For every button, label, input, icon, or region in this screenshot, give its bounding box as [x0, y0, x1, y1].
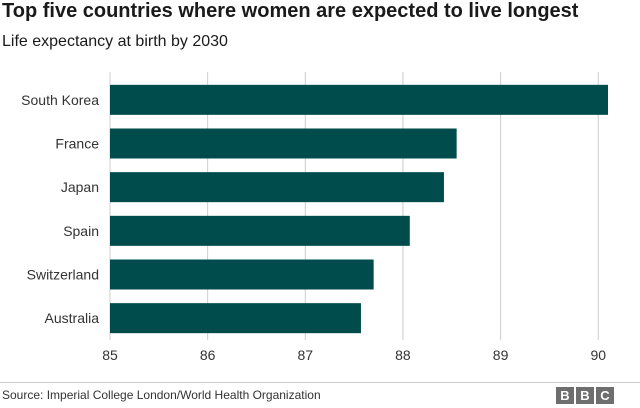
bar-switzerland: [110, 259, 374, 290]
bar-australia: [110, 303, 361, 334]
bar-spain: [110, 215, 410, 246]
x-tick-label: 89: [493, 347, 509, 363]
bar-france: [110, 128, 457, 159]
x-tick-label: 87: [298, 347, 314, 363]
chart-title: Top five countries where women are expec…: [2, 0, 579, 22]
source-note: Source: Imperial College London/World He…: [2, 388, 321, 402]
category-label: Japan: [61, 179, 99, 195]
bar-japan: [110, 172, 444, 203]
category-label: Spain: [63, 223, 99, 239]
category-label: France: [55, 136, 99, 152]
x-tick-label: 85: [102, 347, 118, 363]
x-tick-label: 90: [590, 347, 606, 363]
bar-south-korea: [110, 84, 608, 115]
bars: [110, 84, 608, 334]
x-tick-label: 86: [200, 347, 216, 363]
category-labels: South Korea France Japan Spain Switzerland Au…: [21, 92, 99, 326]
bar-chart: South Korea France Japan Spain Switzerland Au…: [21, 72, 608, 363]
category-label: South Korea: [21, 92, 99, 108]
category-label: Switzerland: [27, 267, 99, 283]
gridlines: [109, 72, 599, 340]
chart-subtitle: Life expectancy at birth by 2030: [2, 33, 228, 50]
bbc-logo-letter-b2: B: [576, 387, 594, 404]
x-tick-label: 88: [395, 347, 411, 363]
x-tick-labels: 85 86 87 88 89 90: [102, 347, 606, 363]
bbc-logo-letter-c: C: [596, 387, 614, 404]
bbc-logo: B B C: [556, 387, 614, 404]
footer-divider: [0, 382, 640, 383]
bbc-logo-letter-b1: B: [556, 387, 574, 404]
category-label: Australia: [45, 310, 100, 326]
